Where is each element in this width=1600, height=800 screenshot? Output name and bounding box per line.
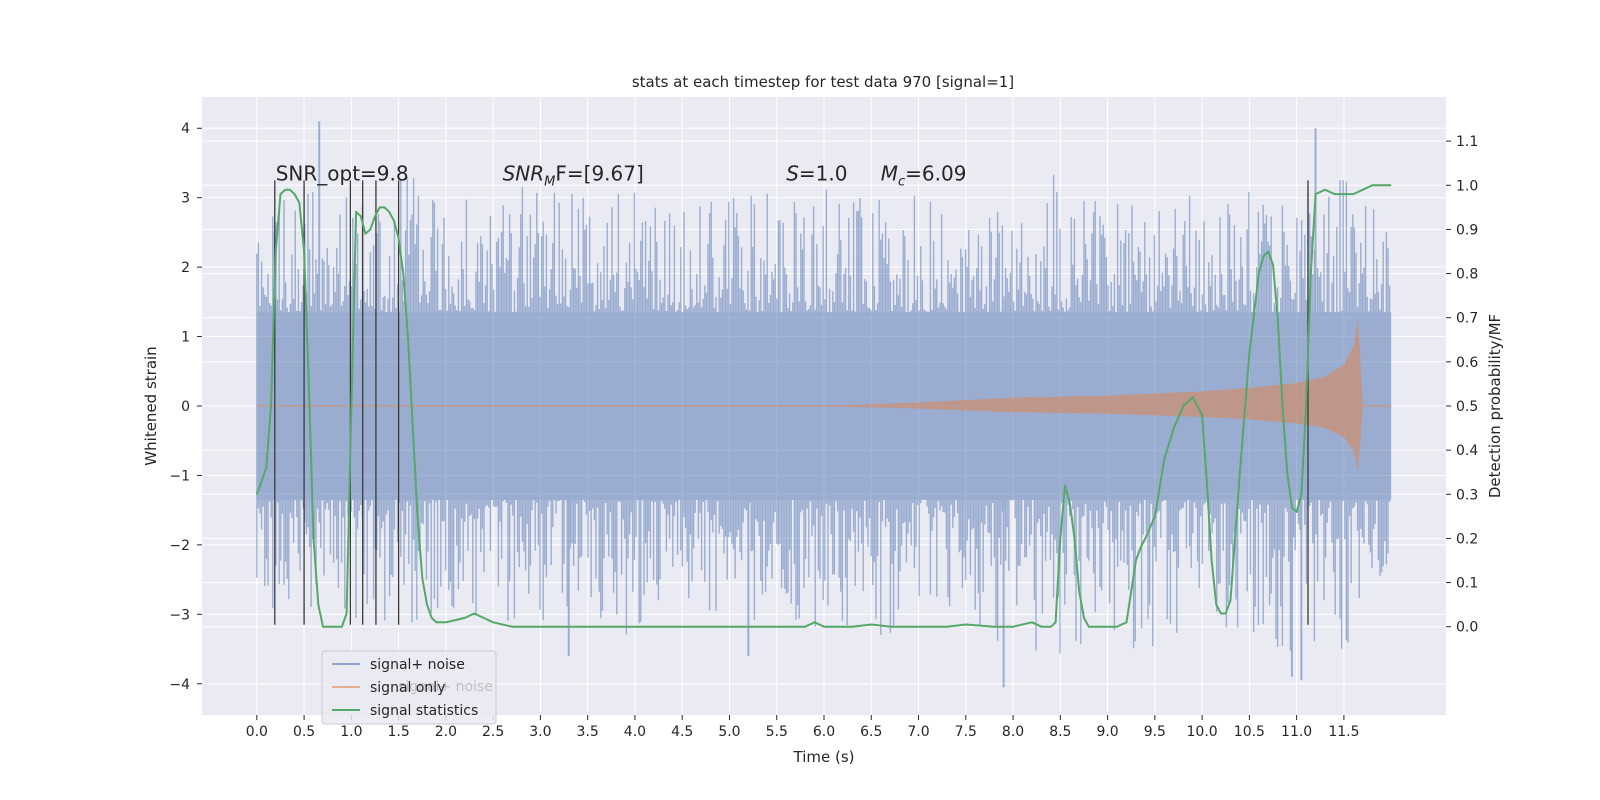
x-tick-label: 3.0 xyxy=(529,724,551,740)
annotation-text: SNR_opt=9.8 xyxy=(276,161,409,185)
right-y-tick-label: 0.0 xyxy=(1456,620,1478,636)
x-tick-label: 5.0 xyxy=(718,724,740,740)
y-tick-label: −2 xyxy=(169,538,190,554)
right-y-tick-label: 0.2 xyxy=(1456,531,1478,547)
x-tick-label: 2.0 xyxy=(435,724,457,740)
x-tick-label: 0.5 xyxy=(293,724,315,740)
series-signal-only xyxy=(256,319,1392,472)
x-tick-label: 7.0 xyxy=(907,724,929,740)
statistics-line xyxy=(255,184,1392,628)
x-tick-label: 7.5 xyxy=(955,724,977,740)
annotation-text: SNRMF=[9.67] xyxy=(503,161,644,189)
y-axis-ticks: −4 −3 −2 −1 0 1 2 3 4 xyxy=(169,121,202,693)
right-y-tick-label: 0.5 xyxy=(1456,399,1478,415)
y-tick-label: 1 xyxy=(181,330,190,346)
legend-label: signal+ noise xyxy=(370,657,465,673)
x-tick-label: 4.0 xyxy=(624,724,646,740)
y-tick-label: 3 xyxy=(181,191,190,207)
x-tick-label: 4.5 xyxy=(671,724,693,740)
right-y-tick-label: 0.8 xyxy=(1456,267,1478,283)
x-axis-label: Time (s) xyxy=(793,748,855,766)
x-tick-label: 10.5 xyxy=(1234,724,1265,740)
legend-ghost-text: signal+ noise xyxy=(398,679,493,695)
marker-lines xyxy=(274,180,1309,625)
right-y-axis-label: Detection probability/MF xyxy=(1486,314,1504,498)
x-tick-label: 0.0 xyxy=(246,724,268,740)
x-tick-label: 10.0 xyxy=(1187,724,1218,740)
x-tick-label: 11.0 xyxy=(1281,724,1312,740)
right-y-tick-label: 0.6 xyxy=(1456,355,1478,371)
x-tick-label: 2.5 xyxy=(482,724,504,740)
legend-label: signal only xyxy=(370,680,445,696)
x-tick-label: 6.0 xyxy=(813,724,835,740)
series-signal-statistics xyxy=(255,184,1392,628)
x-tick-label: 9.0 xyxy=(1096,724,1118,740)
annotation-text: S=1.0 xyxy=(786,161,847,185)
right-y-tick-label: 1.0 xyxy=(1456,178,1478,194)
right-y-tick-label: 0.7 xyxy=(1456,311,1478,327)
legend-label: signal statistics xyxy=(370,703,478,719)
x-tick-label: 9.5 xyxy=(1144,724,1166,740)
x-tick-label: 3.5 xyxy=(577,724,599,740)
noise-spikes xyxy=(256,174,1391,654)
y-tick-label: 4 xyxy=(181,121,190,137)
x-tick-label: 6.5 xyxy=(860,724,882,740)
right-y-tick-label: 0.4 xyxy=(1456,443,1478,459)
y-axis-label: Whitened strain xyxy=(142,346,160,465)
annotation-text: Mc=6.09 xyxy=(881,161,967,189)
x-axis-ticks: 0.0 0.5 1.0 1.5 2.0 2.5 3.0 3.5 4.0 4.5 5.0 5.5 6.0 6… xyxy=(246,715,1359,740)
x-tick-label: 8.0 xyxy=(1002,724,1024,740)
chart-title: stats at each timestep for test data 970… xyxy=(632,73,1014,91)
legend-box xyxy=(321,650,497,725)
x-tick-label: 1.5 xyxy=(387,724,409,740)
x-tick-label: 8.5 xyxy=(1049,724,1071,740)
right-y-axis-ticks: 0.0 0.1 0.2 0.3 0.4 0.5 0.6 0.7 0.8 0.9 1.0 1.1 xyxy=(1446,134,1478,636)
right-y-tick-label: 0.9 xyxy=(1456,222,1478,238)
y-tick-label: 0 xyxy=(181,399,190,415)
right-y-tick-label: 0.1 xyxy=(1456,576,1478,592)
right-y-tick-label: 1.1 xyxy=(1456,134,1478,150)
x-tick-label: 11.5 xyxy=(1328,724,1359,740)
annotations: SNR_opt=9.8 SNRMF=[9.67] S=1.0 Mc=6.09 xyxy=(276,161,967,189)
y-tick-label: −4 xyxy=(169,677,190,693)
chirp-envelope xyxy=(256,319,1363,472)
y-tick-label: 2 xyxy=(181,260,190,276)
x-tick-label: 1.0 xyxy=(340,724,362,740)
y-tick-label: −1 xyxy=(169,468,190,484)
x-tick-label: 5.5 xyxy=(766,724,788,740)
right-y-tick-label: 0.3 xyxy=(1456,487,1478,503)
y-tick-label: −3 xyxy=(169,607,190,623)
